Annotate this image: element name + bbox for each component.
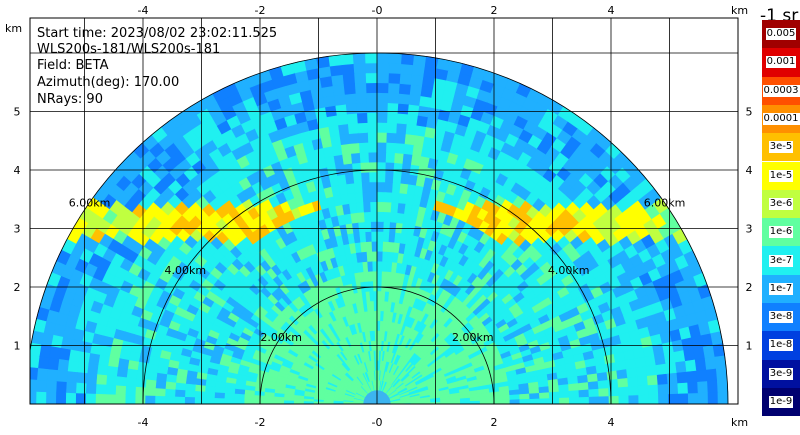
colorbar-label: 1e-6 xyxy=(768,226,794,239)
x-tick-bottom: 2 xyxy=(491,416,498,429)
colorbar-cell: 3e-5 xyxy=(762,133,800,162)
y-tick-right: 2 xyxy=(746,281,753,294)
x-tick-top: 2 xyxy=(491,4,498,17)
colorbar-label: 3e-8 xyxy=(768,311,794,324)
y-tick-right: 4 xyxy=(746,164,753,177)
y-tick-left: 2 xyxy=(14,281,21,294)
x-tick-top: 4 xyxy=(608,4,615,17)
range-ring-label: 6.00km xyxy=(644,197,686,210)
colorbar-cell: 1e-5 xyxy=(762,161,800,190)
range-ring-label: 2.00km xyxy=(452,331,494,344)
grid-lines xyxy=(30,18,738,404)
x-tick-bottom: -0 xyxy=(372,416,383,429)
colorbar-label: 3e-6 xyxy=(768,197,794,210)
range-ring-label: 6.00km xyxy=(69,197,111,210)
azimuth-label: Azimuth(deg): 170.00 xyxy=(37,75,180,90)
x-tick-bottom: 4 xyxy=(608,416,615,429)
range-ring-label: 4.00km xyxy=(165,264,207,277)
colorbar-label: 3e-5 xyxy=(768,141,794,154)
colorbar-cell: 1e-8 xyxy=(762,331,800,360)
y-tick-left: 1 xyxy=(14,340,21,353)
x-tick-top: -2 xyxy=(255,4,266,17)
colorbar-label: 0.0001 xyxy=(762,113,800,126)
y-tick-left: 3 xyxy=(14,223,21,236)
colorbar-cell: 0.0003 xyxy=(762,76,800,105)
axis-ticks: -4 -4 -2 -2 -0 -0 2 2 4 4 1 1 2 2 3 3 4 4 5 5 xyxy=(14,4,753,429)
colorbar-label: 0.005 xyxy=(765,28,797,41)
y-tick-right: 1 xyxy=(746,340,753,353)
colorbar-cell: 0.001 xyxy=(762,48,800,77)
plot-frame xyxy=(29,17,739,405)
range-ring-label: 2.00km xyxy=(260,331,302,344)
colorbar-label: 3e-9 xyxy=(768,367,794,380)
colorbar-cell: 3e-9 xyxy=(762,359,800,388)
range-rings: 2.00km 2.00km 4.00km 4.00km 6.00km 6.00km xyxy=(30,52,729,404)
x-unit-bottom: km xyxy=(731,416,749,429)
colorbar-label: 1e-7 xyxy=(768,282,794,295)
colorbar-cell: 3e-8 xyxy=(762,303,800,332)
x-tick-bottom: -4 xyxy=(138,416,149,429)
colorbar-label: 1e-9 xyxy=(768,396,794,409)
x-tick-top: -0 xyxy=(372,4,383,17)
colorbar-cell: 1e-9 xyxy=(762,387,800,417)
y-tick-right: 5 xyxy=(746,106,753,119)
beta-scan-image xyxy=(30,52,729,404)
colorbar-label: 3e-7 xyxy=(768,254,794,267)
colorbar-label: 0.001 xyxy=(765,56,797,69)
nrays-label: NRays: 90 xyxy=(37,92,103,107)
start-time-label: Start time: 2023/08/02 23:02:11.525 xyxy=(37,26,278,41)
x-tick-top: -4 xyxy=(138,4,149,17)
colorbar-label: 0.0003 xyxy=(762,84,800,97)
colorbar-cell: 0.005 xyxy=(762,20,800,49)
x-unit-top: km xyxy=(731,4,749,17)
y-tick-left: 5 xyxy=(14,106,21,119)
instrument-label: WLS200s-181/WLS200s-181 xyxy=(37,42,221,57)
field-label: Field: BETA xyxy=(37,58,109,73)
y-unit-left: km xyxy=(5,22,23,35)
y-tick-left: 4 xyxy=(14,164,21,177)
colorbar-cell: 3e-6 xyxy=(762,189,800,219)
colorbar-label: 1e-5 xyxy=(768,169,794,182)
colorbar-cell: 1e-7 xyxy=(762,274,800,303)
colorbar-cell: 1e-6 xyxy=(762,218,800,247)
x-tick-bottom: -2 xyxy=(255,416,266,429)
colorbar-cell: 3e-7 xyxy=(762,246,800,275)
y-tick-right: 3 xyxy=(746,223,753,236)
range-ring-label: 4.00km xyxy=(548,264,590,277)
colorbar-label: 1e-8 xyxy=(768,339,794,352)
colorbar-cell: 0.0001 xyxy=(762,104,800,134)
